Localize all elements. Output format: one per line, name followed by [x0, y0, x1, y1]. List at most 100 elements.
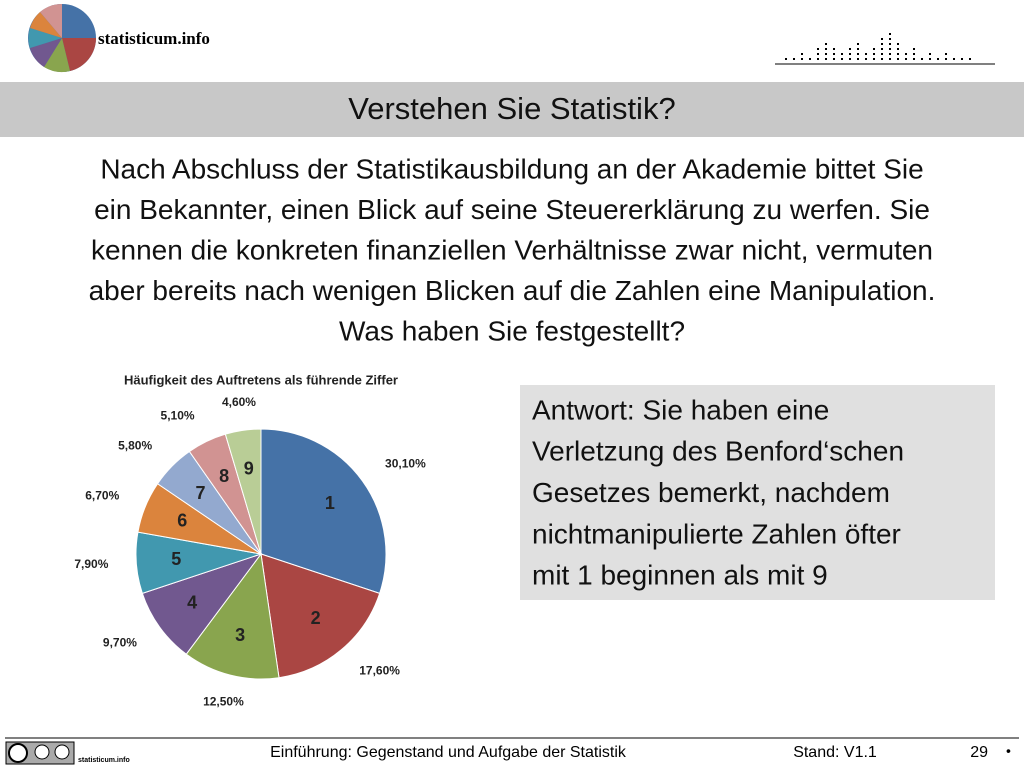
slice-category: 6	[177, 511, 187, 531]
decor-dot	[809, 58, 811, 60]
decor-dot	[897, 53, 899, 55]
decor-dot	[945, 58, 947, 60]
footer-logo: statisticum.info	[78, 757, 130, 764]
decor-dot	[913, 48, 915, 50]
decor-dot	[825, 58, 827, 60]
decor-dot	[921, 58, 923, 60]
decor-dot	[865, 53, 867, 55]
decor-dot	[817, 58, 819, 60]
pie-slice	[141, 553, 263, 655]
decor-dot	[881, 58, 883, 60]
decor-dot	[817, 53, 819, 55]
answer-line: nichtmanipulierte Zahlen öfter	[532, 518, 901, 549]
decor-dotplot	[775, 33, 995, 65]
decor-dot	[801, 53, 803, 55]
value-label: 6,70%	[85, 489, 119, 503]
decor-dot	[841, 58, 843, 60]
decor-dot	[849, 48, 851, 50]
decor-dot	[905, 58, 907, 60]
slice-category: 3	[235, 625, 245, 645]
decor-dot	[849, 53, 851, 55]
decor-dot	[833, 58, 835, 60]
footer-bullet: •	[1006, 743, 1011, 759]
answer-line: Antwort: Sie haben eine	[532, 394, 829, 425]
pie-slice	[260, 553, 381, 679]
decor-dot	[945, 53, 947, 55]
decor-dot	[857, 43, 859, 45]
slice-category: 4	[187, 592, 197, 612]
decor-dot	[937, 58, 939, 60]
page-number: 29	[970, 744, 988, 761]
decor-dot	[833, 48, 835, 50]
decor-dot	[833, 53, 835, 55]
decor-dot	[881, 53, 883, 55]
value-label: 5,10%	[161, 408, 195, 422]
logo-text: statisticum.info	[98, 29, 210, 48]
question-line: aber bereits nach wenigen Blicken auf di…	[89, 275, 936, 306]
question-line: Was haben Sie festgestellt?	[339, 315, 685, 346]
question-line: ein Bekannter, einen Blick auf seine Ste…	[94, 194, 930, 225]
decor-dot	[889, 38, 891, 40]
decor-dot	[881, 38, 883, 40]
footer-course: Einführung: Gegenstand und Aufgabe der S…	[270, 744, 627, 761]
value-label: 12,50%	[203, 694, 244, 708]
decor-dot	[889, 53, 891, 55]
decor-dot	[889, 43, 891, 45]
decor-dot	[785, 58, 787, 60]
decor-dot	[817, 48, 819, 50]
answer-line: Gesetzes bemerkt, nachdem	[532, 477, 890, 508]
decor-dot	[881, 43, 883, 45]
decor-dot	[857, 48, 859, 50]
slice-category: 1	[325, 493, 335, 513]
pie-slice	[260, 428, 387, 595]
decor-dot	[897, 58, 899, 60]
slice-category: 9	[244, 459, 254, 479]
slice-category: 7	[196, 483, 206, 503]
pie-slice	[224, 428, 262, 555]
slice-category: 2	[311, 608, 321, 628]
decor-dot	[825, 43, 827, 45]
decor-dot	[969, 58, 971, 60]
answer: Antwort: Sie haben eine Verletzung des Be…	[532, 394, 904, 590]
decor-dot	[865, 58, 867, 60]
question-line: kennen die konkreten finanziellen Verhäl…	[91, 234, 933, 265]
slice-category: 8	[219, 466, 229, 486]
cc-badge	[5, 741, 75, 765]
value-label: 5,80%	[118, 439, 152, 453]
decor-dot	[873, 53, 875, 55]
answer-line: Verletzung des Benford‘schen	[532, 436, 904, 467]
decor-dot	[849, 58, 851, 60]
decor-dot	[961, 58, 963, 60]
decor-dot	[825, 48, 827, 50]
decor-dot	[857, 58, 859, 60]
footer-version: Stand: V1.1	[793, 744, 877, 761]
slide-title: Verstehen Sie Statistik?	[348, 91, 675, 126]
decor-dot	[889, 48, 891, 50]
chart-title: Häufigkeit des Auftretens als führende Z…	[124, 372, 398, 387]
decor-dot	[929, 58, 931, 60]
title-band	[0, 82, 1024, 137]
decor-dot	[953, 58, 955, 60]
question: Nach Abschluss der Statistikausbildung a…	[89, 153, 936, 346]
decor-dot	[905, 53, 907, 55]
answer-box	[520, 385, 995, 600]
decor-dot	[913, 58, 915, 60]
decor-dot	[913, 53, 915, 55]
value-label: 7,90%	[74, 557, 108, 571]
logo-pie	[28, 3, 96, 73]
decor-dot	[929, 53, 931, 55]
answer-line: mit 1 beginnen als mit 9	[532, 560, 828, 591]
decor-dot	[801, 58, 803, 60]
decor-dot	[889, 33, 891, 35]
decor-dot	[881, 48, 883, 50]
question-line: Nach Abschluss der Statistikausbildung a…	[100, 153, 923, 184]
decor-dot	[841, 53, 843, 55]
value-label: 17,60%	[359, 663, 400, 677]
decor-dot	[873, 58, 875, 60]
value-label: 4,60%	[222, 395, 256, 409]
decor-dot	[897, 43, 899, 45]
slice-category: 5	[171, 549, 181, 569]
decor-dot	[889, 58, 891, 60]
decor-dot	[793, 58, 795, 60]
